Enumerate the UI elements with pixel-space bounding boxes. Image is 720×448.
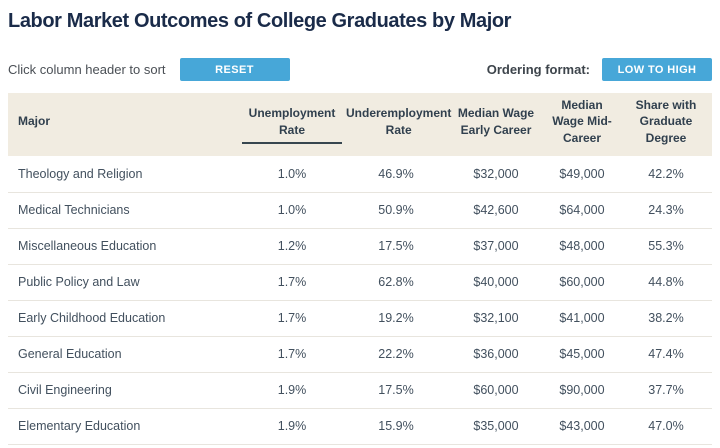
cell-wage-early: $32,100	[473, 311, 519, 325]
cell-underemployment: 46.9%	[378, 166, 414, 181]
cell-grad-share: 47.4%	[648, 347, 684, 361]
table-row: Elementary Education 1.9% 15.9% $35,000 …	[8, 408, 712, 444]
cell-wage-mid: $60,000	[559, 275, 605, 289]
cell-underemployment: 17.5%	[378, 239, 414, 253]
cell-underemployment: 17.5%	[378, 383, 414, 397]
cell-grad-share: 24.3%	[648, 203, 684, 217]
cell-unemployment: 1.7%	[277, 311, 307, 325]
cell-unemployment: 1.9%	[277, 419, 307, 433]
cell-underemployment: 22.2%	[378, 347, 414, 361]
outcomes-table: Major Unemployment Rate Underemployment …	[8, 93, 712, 445]
cell-grad-share: 38.2%	[648, 311, 684, 325]
cell-underemployment: 15.9%	[378, 419, 414, 433]
cell-major: General Education	[18, 347, 122, 361]
cell-grad-share: 37.7%	[648, 383, 684, 397]
cell-wage-early: $60,000	[473, 383, 519, 397]
column-header-underemployment-rate[interactable]: Underemployment Rate	[344, 93, 451, 156]
cell-unemployment: 1.7%	[277, 347, 307, 361]
cell-unemployment: 1.9%	[277, 383, 307, 397]
cell-wage-early: $32,000	[473, 166, 519, 181]
cell-grad-share: 42.2%	[648, 166, 684, 181]
cell-wage-mid: $41,000	[559, 311, 605, 325]
column-header-major[interactable]: Major	[8, 93, 240, 156]
cell-grad-share: 44.8%	[648, 275, 684, 289]
cell-wage-mid: $64,000	[559, 203, 605, 217]
toolbar-right: Ordering format: LOW TO HIGH	[487, 58, 712, 81]
sort-hint-label: Click column header to sort	[8, 62, 166, 77]
table-row: Miscellaneous Education 1.2% 17.5% $37,0…	[8, 228, 712, 264]
ordering-format-button[interactable]: LOW TO HIGH	[602, 58, 712, 81]
cell-wage-mid: $90,000	[559, 383, 605, 397]
cell-major: Public Policy and Law	[18, 275, 140, 289]
cell-major: Theology and Religion	[18, 166, 143, 181]
column-header-median-wage-mid-career[interactable]: Median Wage Mid-Career	[544, 93, 620, 156]
column-header-unemployment-rate[interactable]: Unemployment Rate	[240, 93, 344, 156]
cell-underemployment: 19.2%	[378, 311, 414, 325]
column-header-share-graduate-degree[interactable]: Share with Graduate Degree	[620, 93, 712, 156]
table-header: Major Unemployment Rate Underemployment …	[8, 93, 712, 156]
cell-major: Medical Technicians	[18, 203, 130, 217]
cell-major: Early Childhood Education	[18, 311, 166, 325]
cell-wage-mid: $43,000	[559, 419, 605, 433]
cell-major: Elementary Education	[18, 419, 141, 433]
table-row: Public Policy and Law 1.7% 62.8% $40,000…	[8, 264, 712, 300]
cell-grad-share: 47.0%	[648, 419, 684, 433]
ordering-format-label: Ordering format:	[486, 62, 590, 77]
cell-underemployment: 62.8%	[378, 275, 414, 289]
table-row: Early Childhood Education 1.7% 19.2% $32…	[8, 300, 712, 336]
cell-unemployment: 1.0%	[277, 203, 307, 217]
cell-unemployment: 1.0%	[277, 166, 307, 181]
cell-wage-mid: $48,000	[559, 239, 605, 253]
cell-unemployment: 1.7%	[277, 275, 307, 289]
toolbar: Click column header to sort RESET Orderi…	[8, 58, 712, 81]
cell-unemployment: 1.2%	[277, 239, 307, 253]
table-row: Medical Technicians 1.0% 50.9% $42,600 $…	[8, 192, 712, 228]
toolbar-left: Click column header to sort RESET	[8, 58, 290, 81]
cell-major: Civil Engineering	[18, 383, 112, 397]
column-header-median-wage-early-career[interactable]: Median Wage Early Career	[448, 93, 544, 156]
cell-wage-mid: $49,000	[559, 166, 605, 181]
cell-major: Miscellaneous Education	[18, 239, 157, 253]
cell-wage-early: $37,000	[473, 239, 519, 253]
cell-wage-mid: $45,000	[559, 347, 605, 361]
cell-wage-early: $40,000	[473, 275, 519, 289]
page-title: Labor Market Outcomes of College Graduat…	[8, 10, 512, 32]
cell-wage-early: $35,000	[473, 419, 519, 433]
table-row: Civil Engineering 1.9% 17.5% $60,000 $90…	[8, 372, 712, 408]
cell-wage-early: $42,600	[473, 203, 519, 217]
reset-button[interactable]: RESET	[179, 58, 290, 81]
table-row: Theology and Religion 1.0% 46.9% $32,000…	[8, 156, 712, 192]
table-body: Theology and Religion 1.0% 46.9% $32,000…	[8, 156, 712, 444]
cell-grad-share: 55.3%	[648, 239, 684, 253]
table-row: General Education 1.7% 22.2% $36,000 $45…	[8, 336, 712, 372]
cell-wage-early: $36,000	[473, 347, 519, 361]
cell-underemployment: 50.9%	[378, 203, 414, 217]
